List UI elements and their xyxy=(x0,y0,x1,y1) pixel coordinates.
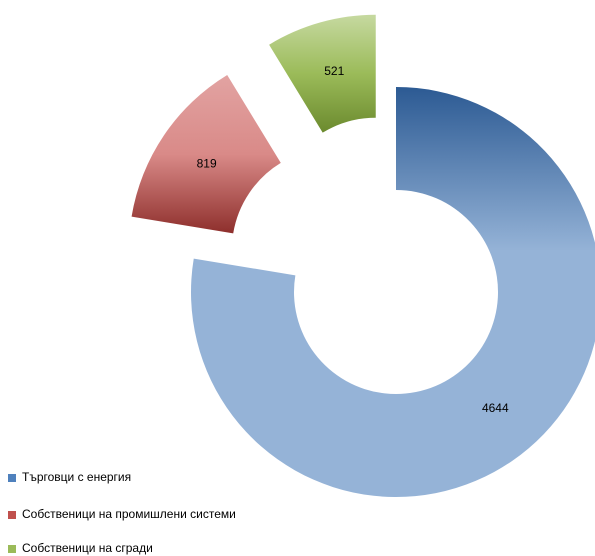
donut-slice xyxy=(131,74,281,234)
legend-label: Търговци с енергия xyxy=(22,470,131,484)
data-label: 4644 xyxy=(482,401,509,415)
legend-label: Собственици на промишлени системи xyxy=(22,507,236,521)
legend-label: Собственици на сгради xyxy=(22,541,153,555)
legend-swatch xyxy=(8,511,16,519)
legend-swatch xyxy=(8,474,16,482)
legend-swatch xyxy=(8,545,16,553)
donut-slice xyxy=(269,14,376,133)
donut-slice xyxy=(191,87,595,497)
data-label: 521 xyxy=(324,64,344,78)
data-label: 819 xyxy=(197,156,217,170)
